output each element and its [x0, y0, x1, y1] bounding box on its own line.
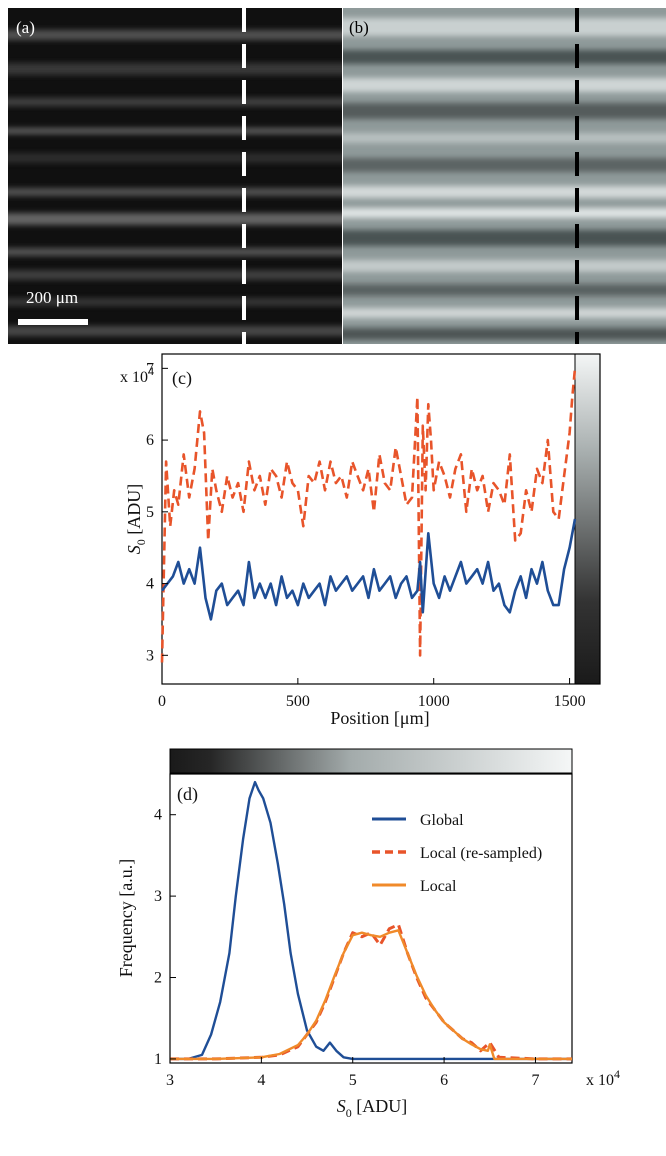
colorbar-horizontal: [169, 748, 573, 774]
chart-d-panel-label: (d): [177, 784, 198, 805]
chart-c-xlabel: Position [μm]: [330, 708, 429, 728]
chart-d-ytick-label-0: 1: [154, 1051, 162, 1068]
scale-bar-label: 200 μm: [26, 288, 79, 307]
panel-a-label: (a): [16, 18, 35, 37]
chart-d-xtick-label-3: 6: [440, 1072, 448, 1089]
chart-c: 0 500 1000 1500 3 4 5 6 7 (c) x 104 S0 [ADU] Po…: [120, 353, 601, 728]
chart-c-panel-label: (c): [172, 368, 192, 389]
panel-a-image: (a) 200 μm: [8, 8, 342, 344]
chart-c-yticks: 3 4 5 6 7: [146, 360, 168, 664]
panel-b-label: (b): [349, 18, 369, 37]
chart-c-ytick-label-4: 7: [146, 360, 154, 377]
colorbar-vertical: [574, 353, 601, 685]
chart-d-xtick-label-2: 5: [349, 1072, 357, 1089]
chart-c-xtick-label-0: 0: [158, 693, 166, 710]
chart-c-series-group: [160, 368, 577, 663]
legend-label-local: Local: [420, 878, 457, 895]
chart-c-frame: [161, 353, 601, 685]
chart-d-ytick-label-2: 3: [154, 888, 162, 905]
chart-d-frame: [169, 773, 573, 1064]
chart-c-ylabel: S0 [ADU]: [124, 484, 148, 555]
chart-c-ytick-label-2: 5: [146, 504, 154, 521]
chart-d-xtick-label-0: 3: [166, 1072, 174, 1089]
chart-c-ytick-label-1: 4: [146, 576, 154, 593]
legend-label-global: Global: [420, 812, 464, 829]
chart-d-yticks: 1 2 3 4: [154, 807, 176, 1068]
chart-c-series-0: [160, 368, 577, 663]
chart-d-multiplier: x 104: [586, 1067, 620, 1089]
legend-label-local-resampled: Local (re-sampled): [420, 845, 542, 862]
chart-d-ylabel: Frequency [a.u.]: [116, 859, 136, 977]
panel-a-stripes: [8, 8, 342, 344]
chart-d-xticks: 3 4 5 6 7: [166, 1057, 539, 1089]
chart-d-ytick-label-3: 4: [154, 807, 162, 824]
chart-d: 3 4 5 6 7 1 2 3 4 (d) Global Local (re-sampled)…: [116, 748, 620, 1120]
chart-c-xtick-label-1: 500: [286, 693, 310, 710]
chart-c-ytick-label-0: 3: [146, 647, 154, 664]
chart-c-xticks: 0 500 1000 1500: [158, 678, 586, 710]
chart-c-xtick-label-2: 1000: [418, 693, 450, 710]
chart-d-xtick-label-4: 7: [531, 1072, 539, 1089]
chart-d-series-2: [170, 929, 572, 1061]
chart-d-legend: Global Local (re-sampled) Local: [372, 812, 542, 895]
chart-c-series-1: [160, 518, 577, 621]
chart-d-series-group: [170, 780, 572, 1061]
chart-c-xtick-label-3: 1500: [554, 693, 586, 710]
chart-d-xtick-label-1: 4: [257, 1072, 265, 1089]
panel-b-stripes: [343, 8, 666, 344]
chart-d-series-0: [170, 780, 572, 1061]
chart-d-xlabel: S0 [ADU]: [337, 1096, 408, 1120]
chart-c-ytick-label-3: 6: [146, 432, 154, 449]
chart-c-multiplier: x 104: [120, 364, 154, 386]
chart-d-ytick-label-1: 2: [154, 970, 162, 987]
panel-b-image: (b): [343, 8, 666, 344]
